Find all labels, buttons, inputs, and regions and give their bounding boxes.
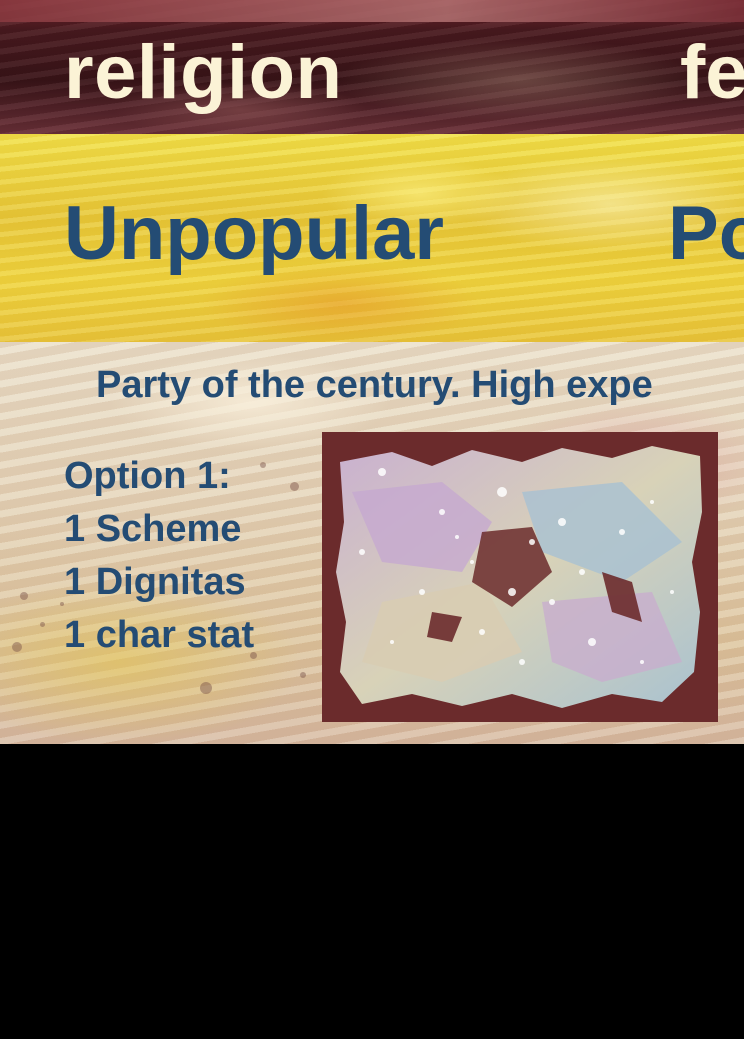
card-title: religion bbox=[64, 30, 343, 115]
option-list: Option 1: 1 Scheme 1 Dignitas 1 char sta… bbox=[64, 450, 314, 662]
header-strip bbox=[0, 0, 744, 22]
option-heading: Option 1: bbox=[64, 455, 231, 497]
card: religion fe Unpopular Po Party of the ce… bbox=[0, 0, 744, 744]
option-line: 1 char stat bbox=[64, 614, 255, 656]
option-line: 1 Scheme bbox=[64, 508, 242, 550]
card-subtitle: Unpopular bbox=[64, 191, 444, 276]
card-subtitle-right: Po bbox=[668, 191, 744, 276]
artwork-splatter bbox=[336, 446, 702, 708]
card-title-right: fe bbox=[680, 30, 744, 115]
card-description: Party of the century. High expe bbox=[96, 364, 653, 406]
header-band bbox=[0, 0, 744, 134]
subtitle-band bbox=[0, 134, 744, 342]
card-artwork bbox=[322, 432, 718, 722]
option-line: 1 Dignitas bbox=[64, 561, 246, 603]
